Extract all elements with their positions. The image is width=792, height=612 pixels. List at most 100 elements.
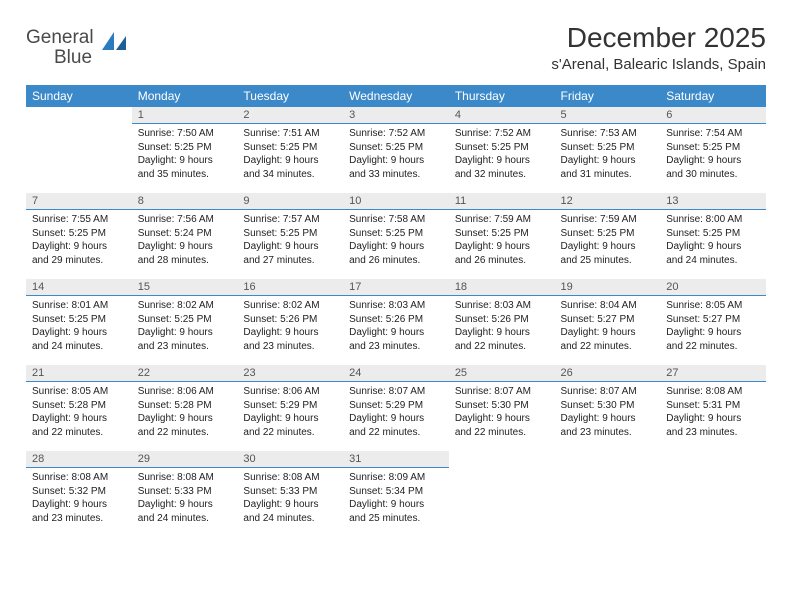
day-number: 6 xyxy=(660,107,766,124)
day-body: Sunrise: 7:53 AMSunset: 5:25 PMDaylight:… xyxy=(555,124,661,187)
sunset-line: Sunset: 5:26 PM xyxy=(455,313,549,327)
sunset-line: Sunset: 5:30 PM xyxy=(561,399,655,413)
day-number: 16 xyxy=(237,279,343,296)
calendar-day-cell: 2Sunrise: 7:51 AMSunset: 5:25 PMDaylight… xyxy=(237,107,343,193)
sunrise-line: Sunrise: 8:08 AM xyxy=(666,385,760,399)
sunset-line: Sunset: 5:25 PM xyxy=(349,141,443,155)
calendar-day-cell: 31Sunrise: 8:09 AMSunset: 5:34 PMDayligh… xyxy=(343,451,449,537)
calendar-day-cell: . xyxy=(555,451,661,537)
calendar-week-row: 21Sunrise: 8:05 AMSunset: 5:28 PMDayligh… xyxy=(26,365,766,451)
daylight-line: Daylight: 9 hours and 23 minutes. xyxy=(666,412,760,439)
sunrise-line: Sunrise: 8:05 AM xyxy=(666,299,760,313)
sunrise-line: Sunrise: 8:03 AM xyxy=(455,299,549,313)
sunset-line: Sunset: 5:25 PM xyxy=(666,141,760,155)
calendar-day-cell: 11Sunrise: 7:59 AMSunset: 5:25 PMDayligh… xyxy=(449,193,555,279)
weekday-header: Saturday xyxy=(660,85,766,107)
sunset-line: Sunset: 5:34 PM xyxy=(349,485,443,499)
daylight-line: Daylight: 9 hours and 27 minutes. xyxy=(243,240,337,267)
sunset-line: Sunset: 5:28 PM xyxy=(32,399,126,413)
daylight-line: Daylight: 9 hours and 28 minutes. xyxy=(138,240,232,267)
day-number: 19 xyxy=(555,279,661,296)
day-number: 29 xyxy=(132,451,238,468)
daylight-line: Daylight: 9 hours and 26 minutes. xyxy=(349,240,443,267)
day-number: 9 xyxy=(237,193,343,210)
calendar-day-cell: . xyxy=(26,107,132,193)
calendar-page: General Blue December 2025 s'Arenal, Bal… xyxy=(0,0,792,557)
daylight-line: Daylight: 9 hours and 24 minutes. xyxy=(243,498,337,525)
sunrise-line: Sunrise: 8:07 AM xyxy=(455,385,549,399)
sail-icon xyxy=(100,30,128,57)
day-number: 31 xyxy=(343,451,449,468)
daylight-line: Daylight: 9 hours and 24 minutes. xyxy=(138,498,232,525)
day-body: Sunrise: 8:09 AMSunset: 5:34 PMDaylight:… xyxy=(343,468,449,531)
sunrise-line: Sunrise: 7:52 AM xyxy=(349,127,443,141)
day-body: Sunrise: 8:05 AMSunset: 5:27 PMDaylight:… xyxy=(660,296,766,359)
calendar-day-cell: 25Sunrise: 8:07 AMSunset: 5:30 PMDayligh… xyxy=(449,365,555,451)
daylight-line: Daylight: 9 hours and 23 minutes. xyxy=(32,498,126,525)
calendar-day-cell: 15Sunrise: 8:02 AMSunset: 5:25 PMDayligh… xyxy=(132,279,238,365)
day-number: 26 xyxy=(555,365,661,382)
daylight-line: Daylight: 9 hours and 35 minutes. xyxy=(138,154,232,181)
day-body: Sunrise: 8:08 AMSunset: 5:32 PMDaylight:… xyxy=(26,468,132,531)
sunset-line: Sunset: 5:25 PM xyxy=(455,227,549,241)
calendar-day-cell: 27Sunrise: 8:08 AMSunset: 5:31 PMDayligh… xyxy=(660,365,766,451)
sunrise-line: Sunrise: 7:57 AM xyxy=(243,213,337,227)
sunrise-line: Sunrise: 8:07 AM xyxy=(561,385,655,399)
brand-text: General Blue xyxy=(26,28,94,68)
sunset-line: Sunset: 5:26 PM xyxy=(243,313,337,327)
daylight-line: Daylight: 9 hours and 22 minutes. xyxy=(561,326,655,353)
sunset-line: Sunset: 5:28 PM xyxy=(138,399,232,413)
sunrise-line: Sunrise: 8:08 AM xyxy=(32,471,126,485)
sunset-line: Sunset: 5:27 PM xyxy=(666,313,760,327)
day-number: 20 xyxy=(660,279,766,296)
sunrise-line: Sunrise: 8:08 AM xyxy=(243,471,337,485)
header-row: General Blue December 2025 s'Arenal, Bal… xyxy=(26,22,766,81)
sunrise-line: Sunrise: 8:08 AM xyxy=(138,471,232,485)
day-body: Sunrise: 8:03 AMSunset: 5:26 PMDaylight:… xyxy=(343,296,449,359)
day-body: Sunrise: 7:58 AMSunset: 5:25 PMDaylight:… xyxy=(343,210,449,273)
sunrise-line: Sunrise: 7:54 AM xyxy=(666,127,760,141)
calendar-day-cell: 7Sunrise: 7:55 AMSunset: 5:25 PMDaylight… xyxy=(26,193,132,279)
daylight-line: Daylight: 9 hours and 24 minutes. xyxy=(666,240,760,267)
daylight-line: Daylight: 9 hours and 29 minutes. xyxy=(32,240,126,267)
day-number: 30 xyxy=(237,451,343,468)
weekday-header: Thursday xyxy=(449,85,555,107)
daylight-line: Daylight: 9 hours and 22 minutes. xyxy=(455,326,549,353)
day-number: 17 xyxy=(343,279,449,296)
day-body: Sunrise: 8:07 AMSunset: 5:30 PMDaylight:… xyxy=(555,382,661,445)
daylight-line: Daylight: 9 hours and 22 minutes. xyxy=(349,412,443,439)
daylight-line: Daylight: 9 hours and 24 minutes. xyxy=(32,326,126,353)
month-title: December 2025 xyxy=(551,22,766,54)
calendar-day-cell: 16Sunrise: 8:02 AMSunset: 5:26 PMDayligh… xyxy=(237,279,343,365)
daylight-line: Daylight: 9 hours and 26 minutes. xyxy=(455,240,549,267)
sunset-line: Sunset: 5:26 PM xyxy=(349,313,443,327)
calendar-table: SundayMondayTuesdayWednesdayThursdayFrid… xyxy=(26,85,766,537)
day-body: Sunrise: 7:52 AMSunset: 5:25 PMDaylight:… xyxy=(343,124,449,187)
sunset-line: Sunset: 5:25 PM xyxy=(455,141,549,155)
calendar-day-cell: 4Sunrise: 7:52 AMSunset: 5:25 PMDaylight… xyxy=(449,107,555,193)
sunset-line: Sunset: 5:25 PM xyxy=(561,227,655,241)
day-number: 2 xyxy=(237,107,343,124)
day-body: Sunrise: 8:05 AMSunset: 5:28 PMDaylight:… xyxy=(26,382,132,445)
calendar-day-cell: 10Sunrise: 7:58 AMSunset: 5:25 PMDayligh… xyxy=(343,193,449,279)
weekday-header: Tuesday xyxy=(237,85,343,107)
sunrise-line: Sunrise: 7:56 AM xyxy=(138,213,232,227)
day-number: 21 xyxy=(26,365,132,382)
calendar-day-cell: 8Sunrise: 7:56 AMSunset: 5:24 PMDaylight… xyxy=(132,193,238,279)
calendar-day-cell: 5Sunrise: 7:53 AMSunset: 5:25 PMDaylight… xyxy=(555,107,661,193)
sunset-line: Sunset: 5:29 PM xyxy=(243,399,337,413)
calendar-day-cell: 13Sunrise: 8:00 AMSunset: 5:25 PMDayligh… xyxy=(660,193,766,279)
daylight-line: Daylight: 9 hours and 32 minutes. xyxy=(455,154,549,181)
sunrise-line: Sunrise: 7:51 AM xyxy=(243,127,337,141)
daylight-line: Daylight: 9 hours and 23 minutes. xyxy=(349,326,443,353)
day-body: Sunrise: 8:08 AMSunset: 5:33 PMDaylight:… xyxy=(132,468,238,531)
calendar-day-cell: 17Sunrise: 8:03 AMSunset: 5:26 PMDayligh… xyxy=(343,279,449,365)
day-body: Sunrise: 7:50 AMSunset: 5:25 PMDaylight:… xyxy=(132,124,238,187)
calendar-day-cell: 19Sunrise: 8:04 AMSunset: 5:27 PMDayligh… xyxy=(555,279,661,365)
daylight-line: Daylight: 9 hours and 22 minutes. xyxy=(455,412,549,439)
daylight-line: Daylight: 9 hours and 33 minutes. xyxy=(349,154,443,181)
calendar-day-cell: 18Sunrise: 8:03 AMSunset: 5:26 PMDayligh… xyxy=(449,279,555,365)
calendar-week-row: .1Sunrise: 7:50 AMSunset: 5:25 PMDayligh… xyxy=(26,107,766,193)
sunrise-line: Sunrise: 8:01 AM xyxy=(32,299,126,313)
sunset-line: Sunset: 5:25 PM xyxy=(138,313,232,327)
